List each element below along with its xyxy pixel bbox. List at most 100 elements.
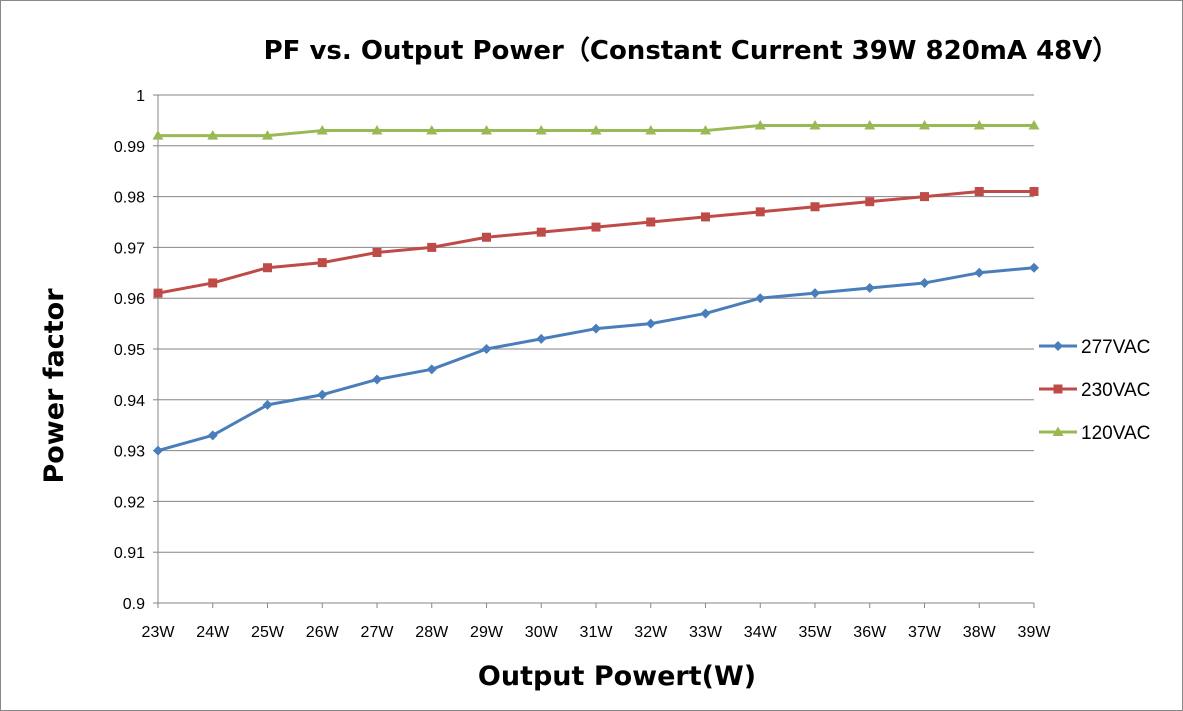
data-point: [316, 125, 328, 135]
data-point: [755, 207, 765, 217]
series-277vac: [153, 262, 1039, 456]
data-point: [153, 288, 163, 298]
y-tick-label: 0.99: [114, 139, 145, 156]
x-tick-label: 29W: [470, 624, 504, 641]
data-point: [1028, 119, 1040, 130]
data-point: [372, 247, 382, 257]
data-point: [864, 119, 876, 130]
y-tick-label: 0.94: [114, 393, 145, 410]
x-tick-label: 31W: [580, 624, 614, 641]
x-axis-title: Output Powert(W): [478, 661, 756, 692]
y-tick-label: 0.9: [123, 596, 145, 613]
y-tick-labels: 0.9 0.91 0.92 0.93 0.94 0.95 0.96 0.97 0.98 0.99 1: [114, 88, 145, 613]
legend-label: 120VAC: [1081, 423, 1150, 444]
x-tick-label: 36W: [853, 624, 887, 641]
data-point: [701, 212, 710, 222]
y-tick-label: 0.96: [114, 291, 145, 308]
data-point: [207, 430, 218, 441]
data-point: [919, 277, 930, 288]
data-point: [262, 399, 273, 410]
x-tick-label: 32W: [634, 624, 668, 641]
x-tick-label: 28W: [415, 624, 449, 641]
data-point: [1053, 384, 1063, 394]
axes: [153, 94, 1035, 608]
data-point: [591, 222, 601, 232]
data-point: [700, 125, 711, 135]
data-point: [591, 323, 601, 334]
legend: 277VAC 230VAC 120VAC: [1039, 337, 1150, 444]
series-line: [157, 266, 1035, 453]
y-tick-label: 0.92: [114, 494, 145, 511]
data-point: [426, 364, 437, 375]
x-tick-label: 23W: [142, 624, 176, 641]
x-tick-label: 39W: [1018, 624, 1052, 641]
data-point: [1052, 426, 1064, 436]
legend-entry: 277VAC: [1039, 337, 1150, 358]
x-tick-label: 24W: [196, 624, 230, 641]
data-point: [700, 308, 711, 319]
data-point: [1029, 187, 1039, 197]
y-tick-label: 0.95: [114, 342, 145, 359]
data-point: [1029, 262, 1039, 273]
data-point: [427, 242, 437, 252]
data-point: [536, 333, 547, 344]
data-point: [810, 288, 820, 299]
data-point: [646, 217, 656, 227]
data-point: [754, 119, 766, 130]
data-point: [152, 130, 164, 140]
data-point: [426, 125, 438, 135]
data-point: [372, 374, 382, 385]
y-tick-label: 0.98: [114, 190, 145, 207]
data-point: [263, 263, 272, 273]
y-axis-title: Power factor: [39, 288, 70, 484]
data-point: [371, 125, 383, 135]
data-point: [481, 344, 492, 354]
data-point: [262, 130, 273, 140]
series-120vac: [152, 119, 1040, 140]
data-point: [865, 197, 875, 207]
data-point: [207, 130, 219, 140]
data-point: [208, 278, 218, 288]
legend-label: 230VAC: [1081, 380, 1150, 401]
data-point: [645, 318, 656, 329]
data-point: [974, 187, 984, 197]
data-point: [755, 293, 766, 304]
data-point: [645, 125, 657, 135]
x-tick-labels: 23W 24W 25W 26W 27W 28W 29W 30W 31W 32W 33W 34W 35W 3…: [142, 624, 1052, 641]
y-tick-label: 1: [136, 88, 145, 105]
y-tick-label: 0.93: [114, 444, 145, 461]
x-tick-label: 30W: [525, 624, 559, 641]
x-tick-label: 27W: [361, 624, 395, 641]
y-tick-label: 0.97: [114, 240, 145, 257]
x-tick-label: 34W: [744, 624, 778, 641]
x-tick-label: 37W: [908, 624, 942, 641]
chart-title: PF vs. Output Power（Constant Current 39W…: [264, 36, 1119, 66]
x-tick-label: 25W: [251, 624, 285, 641]
series-230vac: [153, 187, 1039, 298]
data-point: [973, 119, 985, 130]
data-point: [974, 267, 985, 278]
data-point: [809, 119, 821, 130]
y-tick-label: 0.91: [114, 545, 145, 562]
data-point: [590, 125, 602, 135]
series-line: [157, 190, 1034, 295]
data-point: [317, 389, 328, 400]
data-point: [536, 227, 546, 237]
x-tick-label: 38W: [963, 624, 997, 641]
data-point: [481, 125, 492, 135]
data-point: [482, 232, 491, 242]
x-tick-label: 33W: [689, 624, 723, 641]
legend-label: 277VAC: [1081, 337, 1150, 358]
gridlines: [158, 94, 1034, 553]
data-point: [920, 192, 929, 202]
legend-entry: 120VAC: [1039, 423, 1150, 444]
series-lines: [152, 119, 1040, 456]
data-point: [1053, 341, 1063, 351]
data-point: [153, 445, 163, 456]
legend-entry: 230VAC: [1039, 380, 1150, 401]
data-point: [535, 125, 547, 135]
x-tick-label: 26W: [306, 624, 340, 641]
data-point: [919, 119, 930, 130]
